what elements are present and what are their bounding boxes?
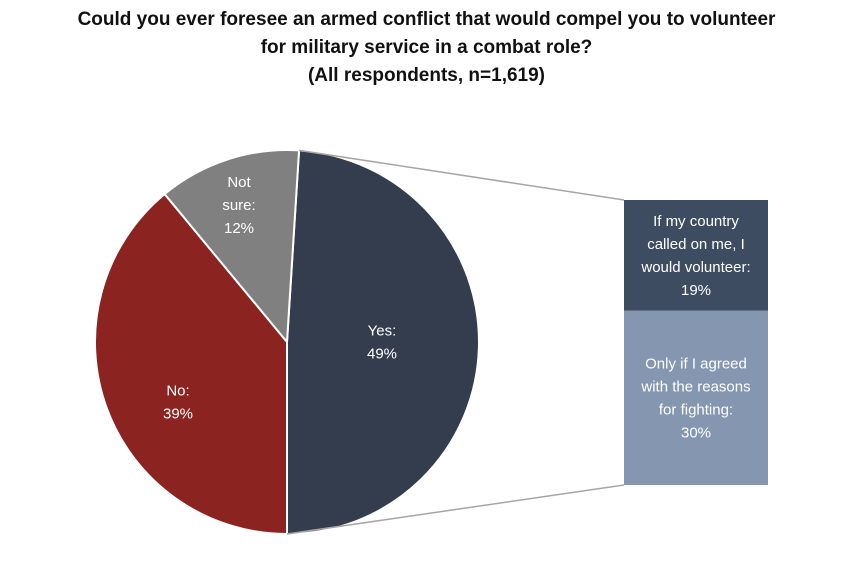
breakdown-segment-agreed-reasons-label-line: 30%	[681, 424, 711, 441]
pie-label-no-line: No:	[166, 383, 189, 400]
pie-label-no: No: 39%	[163, 383, 193, 423]
pie-label-not-sure: Not sure: 12%	[222, 174, 255, 237]
pie-label-yes-line: Yes:	[368, 323, 397, 340]
breakdown-segment-agreed-reasons-label-line: with the reasons	[640, 378, 750, 395]
pie-label-yes: Yes: 49%	[367, 323, 397, 363]
pie-label-no-line: 39%	[163, 406, 193, 423]
breakdown-segment-volunteer-label-line: would volunteer:	[640, 259, 750, 276]
breakdown-segment-agreed-reasons	[624, 310, 768, 485]
breakdown-segment-agreed-reasons-label-line: for fighting:	[659, 401, 733, 418]
breakdown-segment-agreed-reasons-label: Only if I agreed with the reasons for figh…	[640, 355, 750, 441]
breakdown-segment-volunteer-label-line: called on me, I	[647, 236, 745, 253]
breakdown-segment-volunteer-label-line: 19%	[681, 282, 711, 299]
chart-title: Could you ever foresee an armed conflict…	[0, 6, 853, 90]
pie-slice-not-sure	[163, 149, 301, 345]
title-line-2: for military service in a combat role?	[260, 37, 593, 58]
pie-label-not-sure-line: 12%	[224, 220, 254, 237]
connector-line-top	[298, 149, 625, 201]
breakdown-segment-volunteer-label-line: If my country	[653, 213, 739, 230]
breakdown-segment-volunteer-label: If my country called on me, I would volunt…	[640, 213, 750, 299]
pie-label-not-sure-line: sure:	[222, 197, 255, 214]
breakdown-segment-volunteer	[624, 200, 768, 311]
connector-line-bottom	[286, 484, 625, 535]
title-line-1: Could you ever foresee an armed conflict…	[77, 9, 776, 30]
pie-slice-no	[94, 192, 288, 536]
pie-label-not-sure-line: Not	[227, 174, 251, 191]
title-line-3: (All respondents, n=1,619)	[307, 65, 546, 86]
pie-label-yes-line: 49%	[367, 346, 397, 363]
pie-slice-yes	[286, 149, 480, 536]
breakdown-segment-agreed-reasons-label-line: Only if I agreed	[645, 355, 747, 372]
